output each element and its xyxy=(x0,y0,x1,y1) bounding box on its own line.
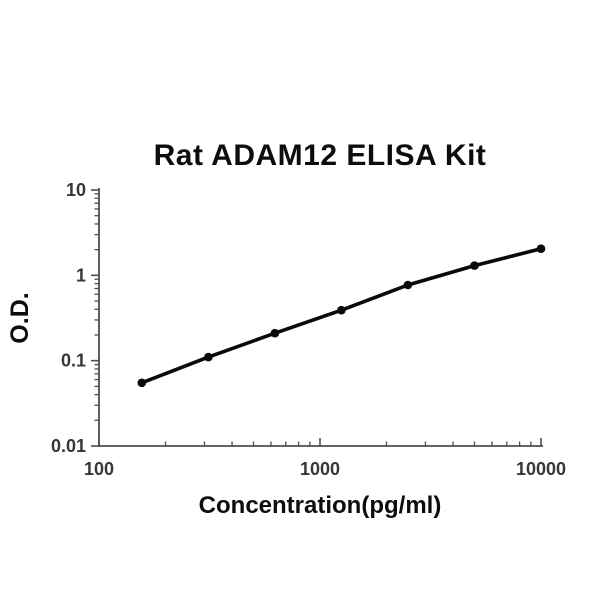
data-point-marker xyxy=(536,244,546,253)
data-point-marker xyxy=(137,378,147,388)
data-point-marker xyxy=(204,352,213,362)
x-tick-label: 100 xyxy=(84,459,114,479)
standard-curve-line xyxy=(140,246,543,385)
x-axis-title: Concentration(pg/ml) xyxy=(198,492,442,519)
data-point-marker xyxy=(470,261,479,270)
x-tick-label: 1000 xyxy=(300,459,340,479)
data-point-marker xyxy=(337,305,346,315)
data-point-marker xyxy=(403,280,413,290)
y-tick-label: 0.1 xyxy=(61,351,86,371)
x-tick-label: 10000 xyxy=(516,459,566,479)
chart-title: Rat ADAM12 ELISA Kit xyxy=(153,139,487,172)
y-tick-label: 0.01 xyxy=(51,436,86,456)
y-tick-label: 10 xyxy=(66,180,86,200)
y-tick-label: 1 xyxy=(76,265,86,285)
data-point-marker xyxy=(270,328,280,338)
